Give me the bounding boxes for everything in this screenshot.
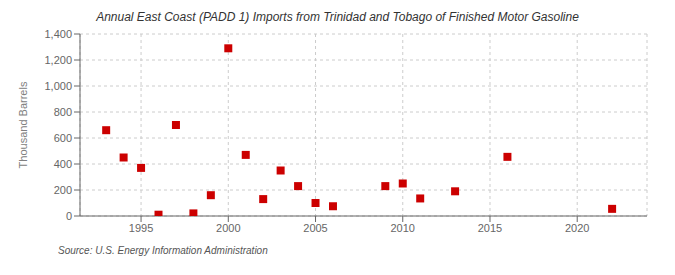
svg-text:1,000: 1,000 bbox=[44, 80, 72, 92]
svg-text:Thousand Barrels: Thousand Barrels bbox=[17, 81, 29, 168]
svg-text:200: 200 bbox=[54, 184, 72, 196]
svg-text:1995: 1995 bbox=[129, 222, 153, 234]
svg-text:400: 400 bbox=[54, 158, 72, 170]
svg-text:0: 0 bbox=[66, 210, 72, 222]
svg-text:2015: 2015 bbox=[478, 222, 502, 234]
svg-text:1,200: 1,200 bbox=[44, 54, 72, 66]
html-text:Source: U.S. Energy Informatio: Source: U.S. Energy Information Administ… bbox=[58, 245, 268, 256]
svg-text:2020: 2020 bbox=[565, 222, 589, 234]
html-text:Annual East Coast (PADD 1) Imp: Annual East Coast (PADD 1) Imports from … bbox=[96, 10, 579, 24]
svg-text:2005: 2005 bbox=[303, 222, 327, 234]
svg-text:2010: 2010 bbox=[391, 222, 415, 234]
svg-text:2000: 2000 bbox=[216, 222, 240, 234]
svg-text:600: 600 bbox=[54, 132, 72, 144]
svg-text:1,400: 1,400 bbox=[44, 28, 72, 40]
svg-text:800: 800 bbox=[54, 106, 72, 118]
